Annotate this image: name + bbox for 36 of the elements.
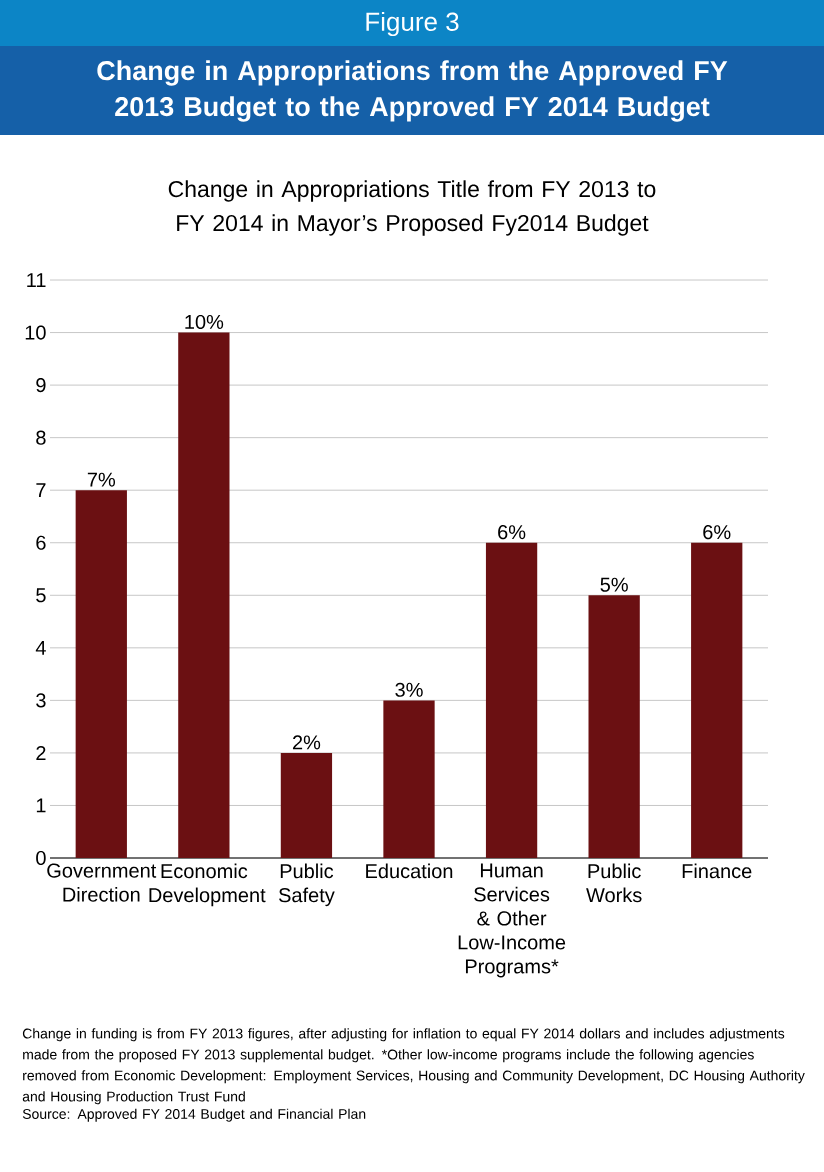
bar bbox=[485, 542, 538, 859]
bar bbox=[691, 542, 743, 859]
bar bbox=[588, 595, 640, 859]
data-label: 3% bbox=[395, 682, 423, 697]
y-tick-label: 4 bbox=[35, 640, 46, 655]
data-label: 6% bbox=[703, 525, 731, 540]
chart-subtitle: Change in Appropriations Title from FY 2013 to FY 2014 in Mayor’s Proposed Fy2014 Budget bbox=[168, 180, 656, 236]
data-label: 2% bbox=[292, 735, 321, 750]
data-label: 6% bbox=[498, 525, 526, 540]
x-tick-label: Finance bbox=[682, 863, 752, 879]
data-label: 10% bbox=[185, 314, 224, 330]
y-tick-label: 10 bbox=[25, 325, 46, 340]
y-tick-label: 1 bbox=[36, 798, 46, 813]
bar bbox=[280, 752, 333, 859]
y-tick-label: 8 bbox=[36, 430, 46, 445]
caption: Figure 3 bbox=[366, 11, 459, 37]
y-tick-label: 2 bbox=[36, 745, 46, 760]
x-tick-label: Public Works bbox=[586, 863, 642, 903]
x-tick-label: Education bbox=[366, 863, 453, 879]
y-tick-label: 9 bbox=[36, 378, 46, 393]
bar bbox=[383, 700, 435, 859]
data-label: 7% bbox=[87, 472, 116, 487]
y-tick-label: 11 bbox=[27, 273, 46, 287]
text: Change in funding is from FY 2013 figures, after adjusting for inflation to equal FY 2014 dollars and includes adjustments made from the proposed FY 2013 supplemental budget. *Other low-income programs include the following agencies removed from Economic Development: Employment Services, Housing and Community Development, DC Housing Authority and Housing Production Trust Fund bbox=[22, 1028, 805, 1105]
y-tick-label: 3 bbox=[36, 693, 46, 708]
x-tick-label: Public Safety bbox=[278, 863, 335, 907]
y-tick-label: 7 bbox=[36, 483, 46, 498]
y-tick-label: 6 bbox=[36, 535, 46, 550]
data-label: 5% bbox=[600, 577, 628, 592]
y-tick-label: 0 bbox=[36, 850, 46, 866]
x-tick-label: Human Services & Other Low-Income Programs* bbox=[458, 863, 566, 978]
chart-title: Change in Appropriations from the Approved FY 2013 Budget to the Approved FY 2014 Budget bbox=[97, 60, 728, 122]
y-tick-label: 5 bbox=[36, 588, 46, 603]
bar bbox=[178, 332, 230, 859]
bar bbox=[75, 490, 127, 859]
source-note: Source: Approved FY 2014 Budget and Financial Plan bbox=[22, 1108, 366, 1122]
